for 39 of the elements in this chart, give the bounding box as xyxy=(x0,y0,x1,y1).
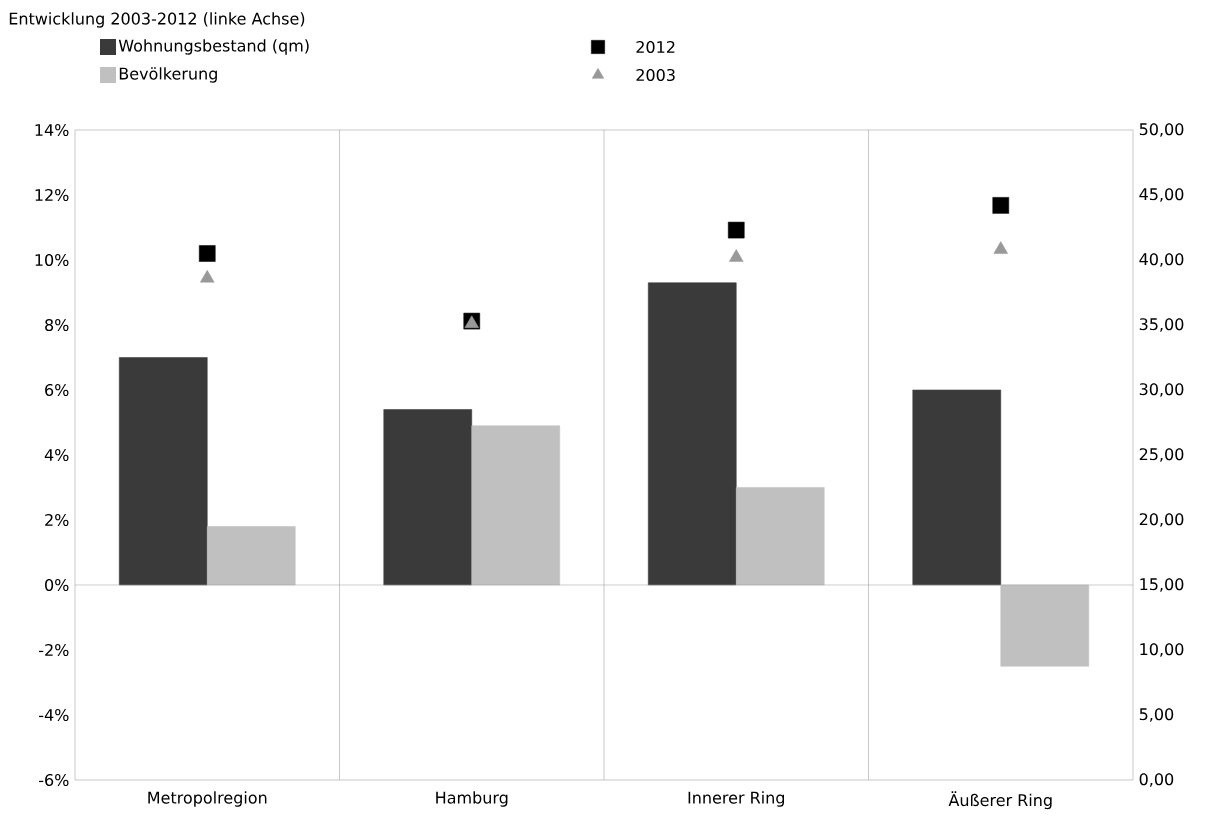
legend-label: Wohnungsbestand (qm) xyxy=(118,39,309,55)
bar xyxy=(647,282,737,586)
y-tick-label: -6% xyxy=(39,773,69,787)
y2-tick-label: 5,00 xyxy=(1139,708,1174,722)
y2-tick-label: 20,00 xyxy=(1139,513,1184,527)
y2-tick-label: 40,00 xyxy=(1139,253,1184,267)
bar xyxy=(118,357,208,586)
bar xyxy=(206,526,296,586)
x-tick-label: Metropolregion xyxy=(148,791,267,807)
x-tick-label: Innerer Ring xyxy=(688,791,785,807)
y-tick-label: 10% xyxy=(35,253,69,267)
y-tick-label: 0% xyxy=(45,578,69,592)
x-tick-label: Äußerer Ring xyxy=(948,791,1052,810)
y-tick-label: 14% xyxy=(35,123,69,137)
y2-tick-label: 35,00 xyxy=(1139,318,1184,332)
bar xyxy=(735,487,825,586)
y-tick-label: 4% xyxy=(44,448,69,462)
legend-label: Bevölkerung xyxy=(119,67,217,83)
y2-tick-label: 45,00 xyxy=(1139,188,1184,202)
legend-title: Entwicklung 2003-2012 (linke Achse) xyxy=(9,12,305,28)
x-tick-label: Hamburg xyxy=(436,791,508,807)
y2-tick-label: 25,00 xyxy=(1139,448,1184,462)
y2-tick-label: 15,00 xyxy=(1140,578,1184,592)
bar xyxy=(471,425,561,586)
legend-label: 2003 xyxy=(636,68,675,82)
bar xyxy=(383,409,473,586)
y-tick-label: 12% xyxy=(35,188,69,202)
y2-tick-label: 50,00 xyxy=(1139,123,1184,137)
legend-label: 2012 xyxy=(636,40,675,54)
y2-tick-label: 30,00 xyxy=(1139,383,1184,397)
y-tick-label: -4% xyxy=(39,708,69,722)
y-tick-label: -2% xyxy=(39,643,69,657)
y2-tick-label: 10,00 xyxy=(1140,643,1184,657)
bar xyxy=(1000,584,1090,667)
y-tick-label: 6% xyxy=(45,383,69,397)
y2-tick-label: 0,00 xyxy=(1139,773,1174,787)
bar xyxy=(912,389,1002,586)
y-tick-label: 2% xyxy=(45,513,69,527)
y-tick-label: 8% xyxy=(45,318,69,332)
